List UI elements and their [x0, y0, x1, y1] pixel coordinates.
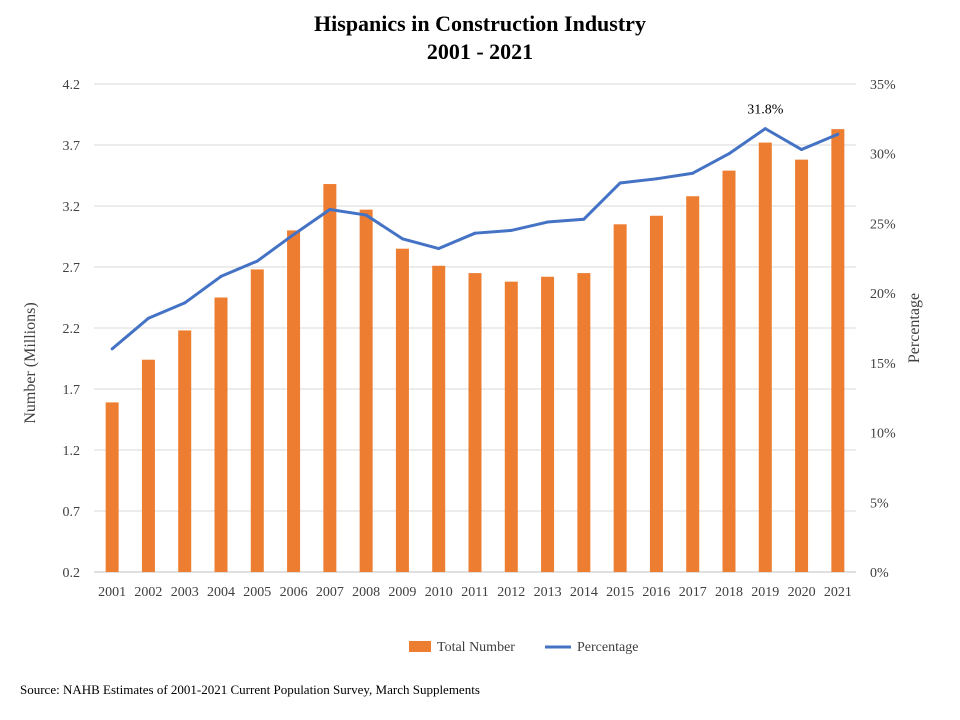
y2-tick-label: 30%: [870, 148, 896, 163]
line-point: [110, 347, 114, 351]
line-point: [654, 177, 658, 181]
bar: [686, 196, 700, 573]
bar: [831, 129, 845, 572]
line-point: [400, 237, 404, 241]
line-point: [509, 228, 513, 232]
y2-tick-label: 25%: [870, 217, 896, 232]
legend-label-total-number: Total Number: [437, 640, 515, 655]
x-tick-label: 2009: [388, 585, 416, 600]
line-point: [364, 213, 368, 217]
bar: [105, 402, 119, 572]
y-tick-label: 2.7: [63, 261, 81, 276]
x-tick-label: 2002: [134, 585, 162, 600]
left-axis-ticks: 0.2 0.7 1.2 1.7 2.2 2.7 3.2 3.7 4.2: [63, 78, 81, 581]
legend: Total Number Percentage: [409, 640, 638, 655]
bar: [287, 230, 301, 572]
line-series: [110, 127, 840, 351]
bar: [613, 224, 627, 573]
x-tick-label: 2013: [534, 585, 562, 600]
line-point: [727, 152, 731, 156]
bar: [323, 184, 337, 573]
right-axis-ticks: 0% 5% 10% 15% 20% 25% 30% 35%: [870, 78, 896, 581]
bar: [541, 276, 555, 572]
line-point: [582, 217, 586, 221]
line-point: [800, 148, 804, 152]
y2-axis-title: Percentage: [906, 293, 923, 363]
y-tick-label: 2.2: [63, 322, 81, 337]
y-tick-label: 4.2: [63, 78, 81, 93]
x-tick-label: 2004: [207, 585, 235, 600]
x-tick-label: 2014: [570, 585, 598, 600]
line-point: [836, 132, 840, 136]
bar: [722, 170, 736, 572]
annotations: 31.8%: [747, 103, 784, 118]
line-point: [763, 127, 767, 131]
y2-tick-label: 0%: [870, 566, 889, 581]
bar: [178, 330, 192, 572]
y-tick-label: 1.7: [63, 383, 81, 398]
x-tick-label: 2008: [352, 585, 380, 600]
y-tick-label: 0.2: [63, 566, 81, 581]
x-tick-label: 2017: [679, 585, 707, 600]
legend-swatch-total-number: [409, 641, 431, 652]
x-tick-label: 2019: [751, 585, 779, 600]
x-tick-label: 2020: [788, 585, 816, 600]
data-label: 31.8%: [747, 103, 784, 118]
chart-subtitle: 2001 - 2021: [426, 39, 534, 64]
x-tick-label: 2007: [316, 585, 344, 600]
line-point: [473, 231, 477, 235]
line-point: [146, 316, 150, 320]
x-tick-label: 2011: [461, 585, 488, 600]
line-point: [437, 247, 441, 251]
bar: [395, 248, 409, 572]
y2-tick-label: 35%: [870, 78, 896, 93]
y2-tick-label: 15%: [870, 357, 896, 372]
x-tick-label: 2018: [715, 585, 743, 600]
bar: [795, 159, 809, 572]
bar: [758, 142, 772, 572]
bar: [359, 209, 373, 572]
x-tick-label: 2010: [425, 585, 453, 600]
line-point: [328, 207, 332, 211]
line-point: [183, 301, 187, 305]
legend-label-percentage: Percentage: [577, 640, 638, 655]
chart-title: Hispanics in Construction Industry: [314, 11, 646, 36]
source-note: Source: NAHB Estimates of 2001-2021 Curr…: [20, 682, 480, 697]
bar: [250, 269, 264, 572]
bar: [468, 273, 482, 572]
line-point: [292, 233, 296, 237]
y-tick-label: 0.7: [63, 505, 81, 520]
bar-series: [105, 129, 845, 573]
bar: [577, 273, 591, 572]
y-axis-title: Number (Millions): [22, 302, 39, 423]
line-point: [618, 181, 622, 185]
x-tick-label: 2015: [606, 585, 634, 600]
x-tick-label: 2006: [280, 585, 308, 600]
x-tick-label: 2021: [824, 585, 852, 600]
bar: [504, 281, 518, 572]
line-point: [219, 274, 223, 278]
x-tick-label: 2003: [171, 585, 199, 600]
x-tick-label: 2001: [98, 585, 126, 600]
bar: [432, 265, 446, 572]
x-tick-label: 2005: [243, 585, 271, 600]
x-axis-ticks: 2001 2002 2003 2004 2005 2006 2007 2008 2009 2010…: [98, 585, 852, 600]
line-point: [546, 220, 550, 224]
bar: [214, 297, 228, 572]
x-tick-label: 2012: [497, 585, 525, 600]
y2-tick-label: 10%: [870, 427, 896, 442]
y-tick-label: 3.7: [63, 139, 81, 154]
y2-tick-label: 5%: [870, 496, 889, 511]
y-tick-label: 3.2: [63, 200, 81, 215]
bar: [649, 215, 663, 572]
y-tick-label: 1.2: [63, 444, 81, 459]
line-point: [691, 171, 695, 175]
line-point: [255, 259, 259, 263]
bar: [141, 359, 155, 572]
y2-tick-label: 20%: [870, 287, 896, 302]
x-tick-label: 2016: [642, 585, 670, 600]
